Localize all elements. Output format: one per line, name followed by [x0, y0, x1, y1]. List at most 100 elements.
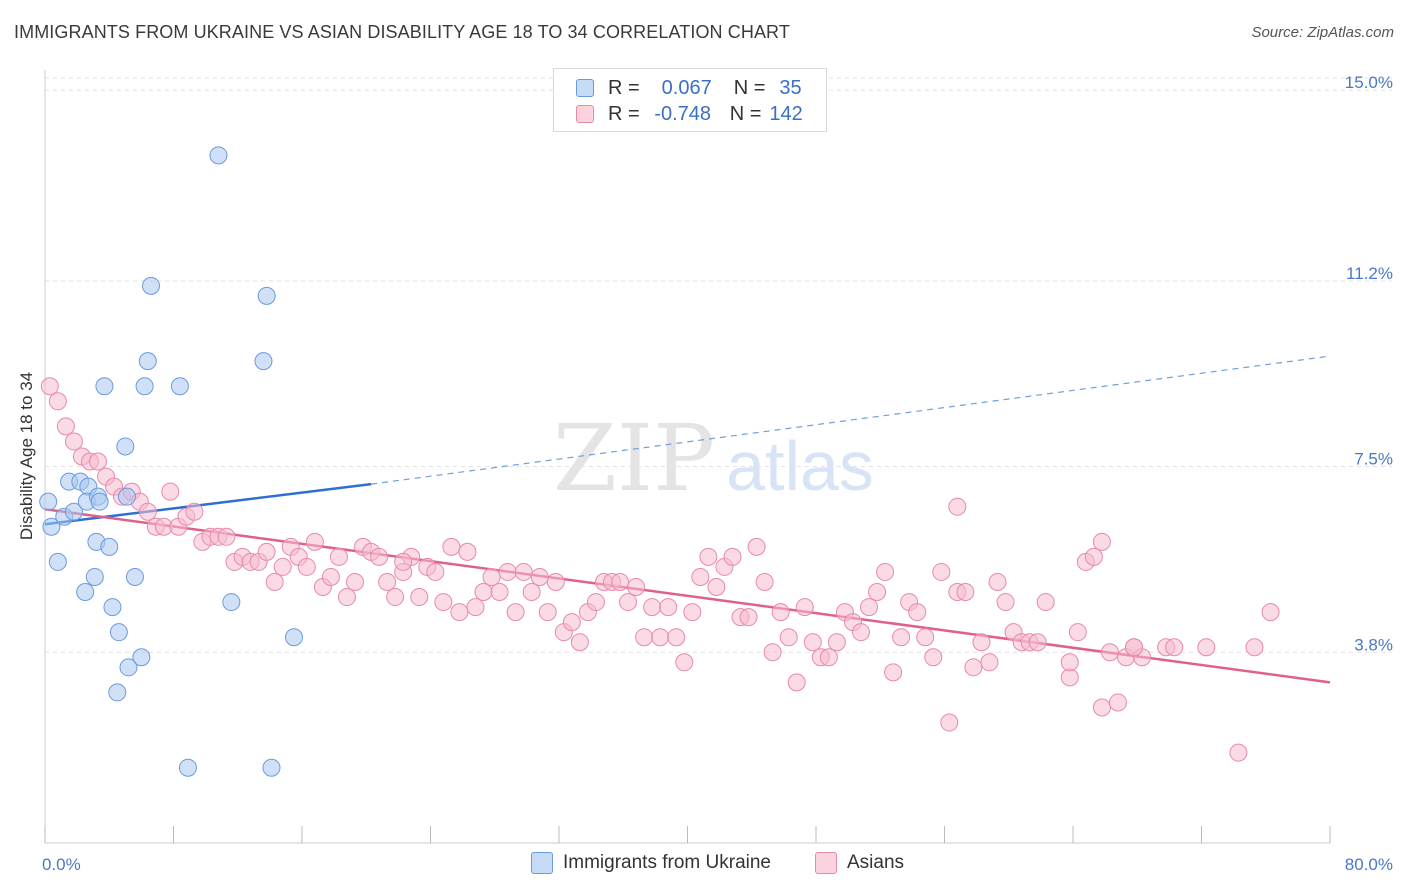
data-point [305, 532, 324, 551]
data-point [763, 643, 782, 662]
data-point [538, 603, 557, 622]
data-point [884, 663, 903, 682]
data-point [1036, 593, 1055, 612]
data-point [297, 557, 316, 576]
data-point [755, 572, 774, 591]
data-point [138, 352, 157, 371]
y-axis-label: Disability Age 18 to 34 [17, 372, 36, 540]
y-tick-labels: 3.8% 7.5% 11.2% 15.0% [1345, 73, 1393, 654]
data-point [683, 603, 702, 622]
data-point [257, 286, 276, 305]
data-point [370, 547, 389, 566]
data-point [659, 598, 678, 617]
legend-r-label: R = [608, 76, 640, 99]
data-point [386, 588, 405, 607]
data-point [394, 552, 413, 571]
data-point [868, 583, 887, 602]
data-point [530, 567, 549, 586]
data-point [1165, 638, 1184, 657]
data-point [217, 527, 236, 546]
data-point [651, 628, 670, 647]
data-point [142, 276, 161, 295]
data-point [514, 562, 533, 581]
data-point [1060, 653, 1079, 672]
data-point [108, 683, 127, 702]
data-point [135, 377, 154, 396]
data-point [90, 492, 109, 511]
data-point [972, 633, 991, 652]
watermark-atlas: atlas [726, 427, 874, 505]
data-point [1028, 633, 1047, 652]
data-point [827, 633, 846, 652]
data-point [329, 547, 348, 566]
data-point [116, 437, 135, 456]
data-point [48, 552, 67, 571]
axes [44, 70, 1331, 844]
data-point [892, 628, 911, 647]
y-tick-label: 3.8% [1354, 635, 1393, 654]
data-point [980, 653, 999, 672]
data-point [1068, 623, 1087, 642]
data-point [522, 583, 541, 602]
data-point [262, 758, 281, 777]
data-point [161, 482, 180, 501]
data-point [109, 623, 128, 642]
y-tick-label: 7.5% [1354, 450, 1393, 469]
data-point [89, 452, 108, 471]
data-point [795, 598, 814, 617]
data-point [95, 377, 114, 396]
data-point [273, 557, 292, 576]
data-point [996, 593, 1015, 612]
data-point [426, 562, 445, 581]
data-point [85, 567, 104, 586]
data-point [100, 537, 119, 556]
data-point [570, 633, 589, 652]
data-point [103, 598, 122, 617]
data-point [434, 593, 453, 612]
data-point [932, 562, 951, 581]
data-point [643, 598, 662, 617]
x-tick-min: 0.0% [42, 855, 81, 874]
legend-item-asians[interactable]: Asians [815, 852, 904, 874]
data-point [924, 648, 943, 667]
data-point [691, 567, 710, 586]
data-point [321, 567, 340, 586]
data-point [940, 713, 959, 732]
data-point [209, 146, 228, 165]
data-point [611, 572, 630, 591]
data-point [284, 628, 303, 647]
data-point [1125, 638, 1144, 657]
data-point [56, 417, 75, 436]
data-point [964, 658, 983, 677]
data-point [956, 583, 975, 602]
legend-swatch-asians [815, 852, 837, 874]
y-tick-label: 11.2% [1346, 264, 1393, 283]
data-point [876, 562, 895, 581]
data-point [562, 613, 581, 632]
stats-legend: R = 0.067 N = 35 R = -0.748 N = 142 [553, 68, 827, 132]
data-point [482, 567, 501, 586]
source-credit: Source: ZipAtlas.com [1251, 24, 1394, 41]
legend-n-label: N = [733, 76, 766, 99]
data-point [337, 588, 356, 607]
data-point [185, 502, 204, 521]
data-point [254, 352, 273, 371]
data-point [257, 542, 276, 561]
x-tick-max: 80.0% [1345, 855, 1393, 874]
data-point [819, 648, 838, 667]
legend-swatch-asians [576, 105, 594, 123]
data-point [474, 583, 493, 602]
data-point [119, 658, 138, 677]
data-point [138, 502, 157, 521]
legend-row-ukraine: R = 0.067 N = 35 [576, 76, 802, 100]
data-point [723, 547, 742, 566]
data-point [667, 628, 686, 647]
data-point [851, 623, 870, 642]
data-point [1229, 743, 1248, 762]
data-points [39, 146, 1280, 777]
data-point [1245, 638, 1264, 657]
legend-item-ukraine[interactable]: Immigrants from Ukraine [531, 852, 771, 874]
data-point [450, 603, 469, 622]
data-point [1197, 638, 1216, 657]
